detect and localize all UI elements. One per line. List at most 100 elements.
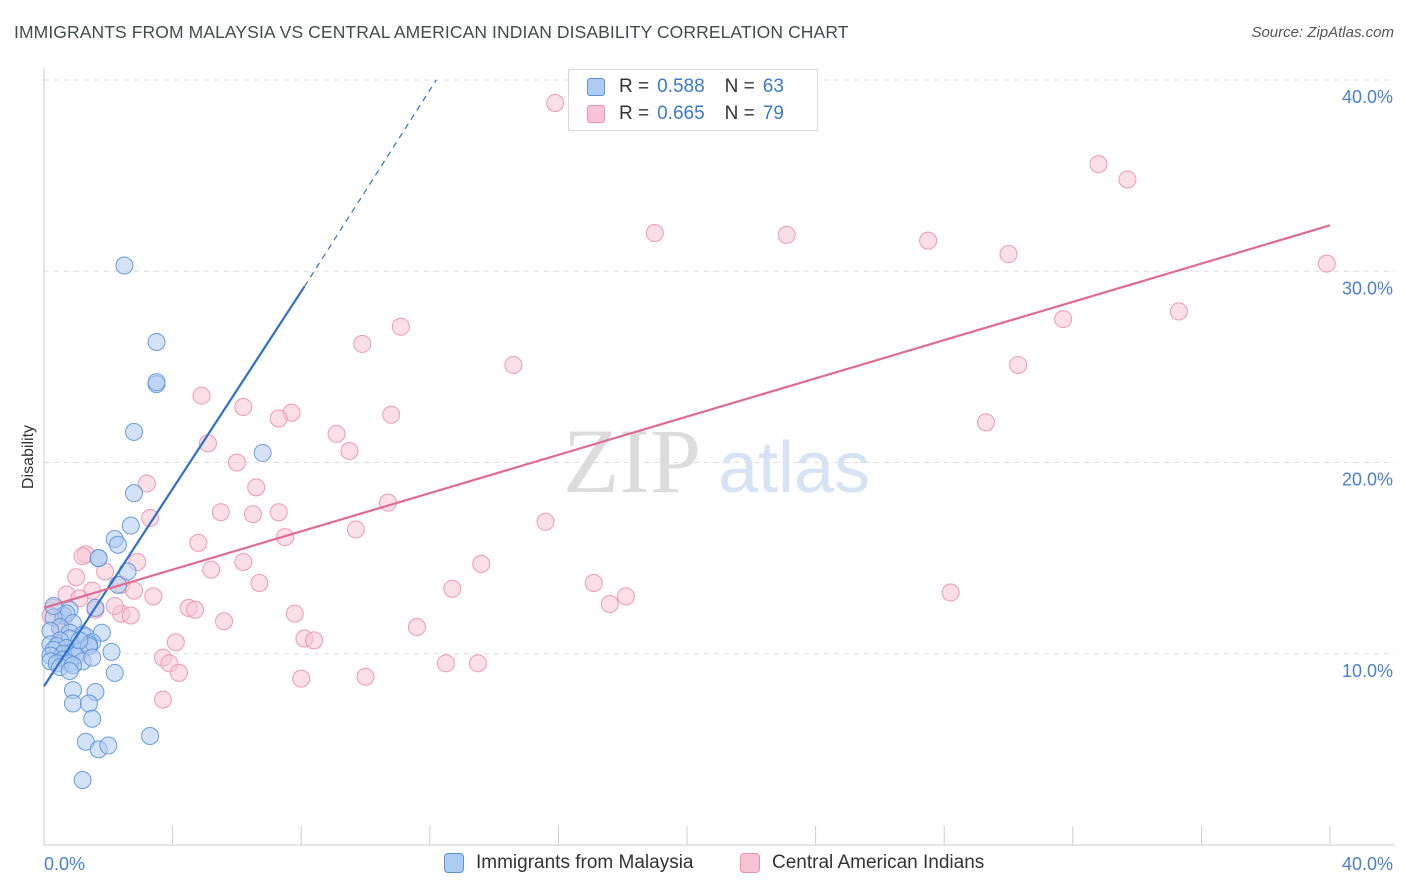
data-point bbox=[73, 547, 92, 566]
watermark: ZIP atlas bbox=[563, 410, 870, 512]
data-point bbox=[60, 661, 79, 680]
data-point bbox=[436, 654, 455, 673]
data-point bbox=[141, 508, 160, 527]
data-point bbox=[121, 606, 140, 625]
legend-n-label: N = bbox=[724, 103, 755, 124]
legend-n-value: 79 bbox=[762, 103, 784, 124]
bottom-legend-swatch-blue bbox=[444, 853, 464, 873]
data-point bbox=[243, 505, 262, 524]
data-point bbox=[1054, 310, 1073, 329]
data-point bbox=[285, 604, 304, 623]
data-point bbox=[305, 631, 324, 650]
data-point bbox=[407, 617, 426, 636]
data-point bbox=[137, 474, 156, 493]
bottom-legend-malaysia: Immigrants from Malaysia bbox=[444, 852, 694, 874]
bottom-legend-central-american: Central American Indians bbox=[740, 852, 984, 874]
source-label: Source: ZipAtlas.com bbox=[1251, 24, 1394, 41]
data-point bbox=[1169, 302, 1188, 321]
data-point bbox=[227, 453, 246, 472]
data-point bbox=[115, 256, 134, 275]
data-point bbox=[1089, 155, 1108, 174]
data-point bbox=[105, 663, 124, 682]
data-point bbox=[327, 424, 346, 443]
legend-r-label: R = bbox=[619, 76, 650, 97]
correlation-legend: R = 0.588 N = 63 R = 0.665 N = 79 bbox=[568, 69, 818, 131]
data-point bbox=[600, 595, 619, 614]
data-point bbox=[616, 587, 635, 606]
data-point bbox=[919, 231, 938, 250]
data-point bbox=[153, 690, 172, 709]
data-point bbox=[83, 648, 102, 667]
y-tick-label: 10.0% bbox=[1342, 661, 1393, 681]
data-point bbox=[536, 512, 555, 531]
data-point bbox=[777, 225, 796, 244]
legend-n-label: N = bbox=[724, 76, 755, 97]
data-point bbox=[504, 355, 523, 374]
legend-r-value: 0.665 bbox=[657, 103, 705, 124]
data-point bbox=[346, 520, 365, 539]
legend-r-label: R = bbox=[619, 103, 650, 124]
series-immigrants-from-malaysia bbox=[41, 256, 272, 789]
data-point bbox=[105, 596, 124, 615]
data-point bbox=[247, 478, 266, 497]
data-point bbox=[186, 600, 205, 619]
data-point bbox=[340, 442, 359, 461]
data-point bbox=[472, 554, 491, 573]
series-central-american-indians bbox=[41, 93, 1336, 709]
data-point bbox=[469, 654, 488, 673]
data-point bbox=[102, 642, 121, 661]
data-point bbox=[125, 484, 144, 503]
data-point bbox=[941, 583, 960, 602]
data-point bbox=[253, 443, 272, 462]
data-point bbox=[202, 560, 221, 579]
y-tick-label: 20.0% bbox=[1342, 470, 1393, 490]
data-point bbox=[356, 667, 375, 686]
data-point bbox=[546, 93, 565, 112]
watermark-atlas: atlas bbox=[718, 428, 870, 508]
trend-lines bbox=[43, 79, 1331, 687]
data-point bbox=[166, 633, 185, 652]
legend-n-value: 63 bbox=[762, 76, 784, 97]
bottom-legend-swatch-pink bbox=[740, 853, 760, 873]
data-point bbox=[108, 535, 127, 554]
data-point bbox=[584, 573, 603, 592]
watermark-zip: ZIP bbox=[563, 410, 701, 512]
data-point bbox=[121, 516, 140, 535]
data-point bbox=[215, 612, 234, 631]
trend-line-central-american bbox=[43, 224, 1331, 609]
chart-title: IMMIGRANTS FROM MALAYSIA VS CENTRAL AMER… bbox=[14, 22, 849, 42]
data-point bbox=[1009, 355, 1028, 374]
data-point bbox=[391, 317, 410, 336]
data-point bbox=[144, 587, 163, 606]
data-point bbox=[99, 736, 118, 755]
data-point bbox=[645, 224, 664, 242]
legend-swatch-blue bbox=[587, 78, 605, 96]
legend-swatch-pink bbox=[587, 105, 605, 123]
data-point bbox=[189, 533, 208, 552]
bottom-legend-label: Immigrants from Malaysia bbox=[476, 852, 694, 873]
x-tick-label: 40.0% bbox=[1342, 854, 1393, 874]
data-point bbox=[141, 726, 160, 745]
axis-labels: 10.0% 20.0% 30.0% 40.0% 0.0% 40.0% Disability bbox=[20, 87, 1393, 874]
data-point bbox=[192, 386, 211, 405]
data-point bbox=[89, 549, 108, 568]
data-point bbox=[63, 694, 82, 713]
data-point bbox=[125, 581, 144, 600]
bottom-legend-label: Central American Indians bbox=[772, 852, 985, 873]
legend-r-value: 0.588 bbox=[657, 76, 705, 97]
data-point bbox=[443, 579, 462, 598]
y-axis-label: Disability bbox=[20, 425, 37, 489]
data-point bbox=[234, 552, 253, 571]
data-point bbox=[211, 503, 230, 522]
data-point bbox=[83, 709, 102, 728]
data-point bbox=[147, 333, 166, 352]
data-point bbox=[1118, 170, 1137, 189]
data-point bbox=[292, 669, 311, 688]
data-point bbox=[1317, 254, 1336, 273]
data-point bbox=[353, 334, 372, 353]
x-tick-label: 0.0% bbox=[44, 854, 85, 874]
data-point bbox=[382, 405, 401, 424]
data-point bbox=[170, 663, 189, 682]
trend-line-malaysia bbox=[43, 285, 306, 687]
